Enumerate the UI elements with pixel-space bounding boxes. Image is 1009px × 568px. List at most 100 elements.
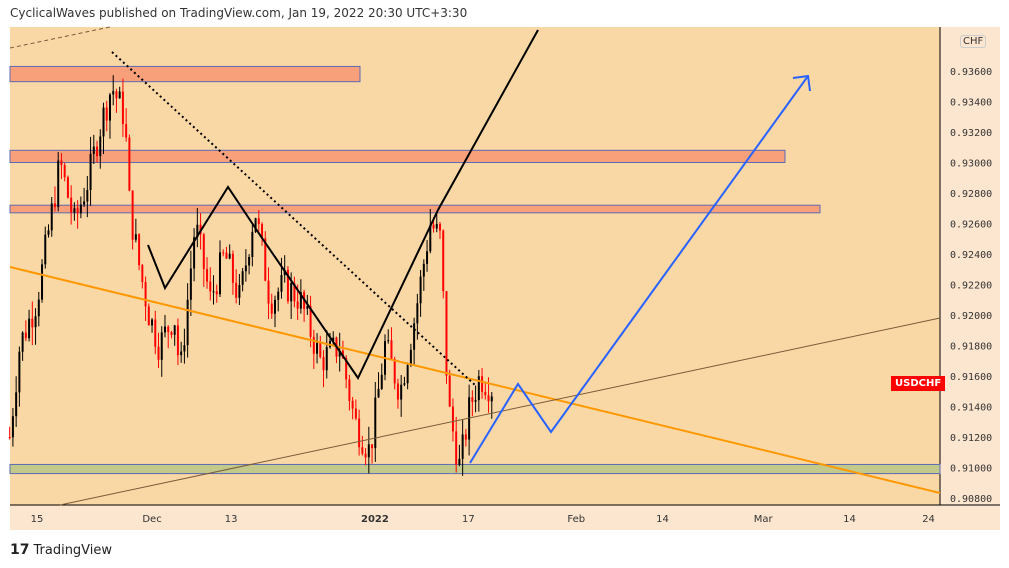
candle [481, 376, 484, 392]
candle [115, 91, 118, 99]
candle [89, 153, 92, 191]
candle [332, 337, 335, 341]
candle [209, 281, 212, 292]
candle [102, 107, 105, 137]
tradingview-logo[interactable]: 17 TradingView [10, 542, 112, 558]
candle [63, 165, 66, 178]
candle [193, 237, 196, 269]
x-tick-label: 24 [922, 514, 935, 525]
tradingview-logo-icon: 17 [10, 542, 30, 558]
candle [448, 375, 451, 407]
arrow-head-icon [792, 74, 811, 92]
candle [416, 303, 419, 324]
y-tick-label: 0.91400 [950, 403, 992, 414]
candle [442, 230, 445, 292]
wave-pattern-black [147, 29, 539, 380]
candle [70, 197, 73, 213]
candle [66, 177, 69, 198]
horizontal-zone [9, 149, 786, 164]
candle [31, 318, 34, 328]
candle [257, 218, 260, 225]
candle [151, 319, 154, 326]
candle [57, 160, 60, 208]
candle [438, 223, 441, 231]
candle [432, 224, 435, 229]
candle [390, 340, 393, 360]
candle [273, 299, 276, 314]
candle [325, 347, 328, 371]
candle [422, 263, 425, 277]
candle [419, 276, 422, 304]
y-tick-label: 0.93400 [950, 98, 992, 109]
candle [487, 395, 490, 402]
candle [218, 252, 221, 295]
y-tick-label: 0.91800 [950, 342, 992, 353]
candle [484, 391, 487, 396]
candle [455, 431, 458, 465]
horizontal-zone [9, 204, 821, 214]
orange-trendline [9, 266, 941, 494]
candle [377, 388, 380, 398]
candle [212, 291, 215, 293]
candle [21, 332, 24, 352]
x-tick-label: Feb [567, 514, 585, 525]
candle [99, 136, 102, 157]
candle [167, 326, 170, 333]
candle [131, 190, 134, 240]
candle [50, 203, 53, 231]
candle [8, 437, 11, 438]
candle [280, 275, 283, 292]
candle [338, 350, 341, 357]
candle [180, 351, 183, 356]
candle [471, 397, 474, 402]
candle [134, 234, 137, 240]
candle [429, 224, 432, 252]
candle [44, 234, 47, 265]
candle [206, 269, 209, 282]
candle [196, 224, 199, 238]
candle [144, 281, 147, 307]
candle [147, 306, 150, 326]
candle [176, 325, 179, 356]
candle [393, 359, 396, 384]
candle [371, 444, 374, 449]
candle [34, 316, 37, 328]
candle [105, 107, 108, 121]
candle [312, 336, 315, 354]
candle [345, 358, 348, 380]
candle [351, 400, 354, 409]
currency-button[interactable]: CHF [960, 35, 987, 48]
candle [231, 253, 234, 283]
time-axis [10, 505, 1000, 530]
x-tick-label: Mar [754, 514, 774, 525]
candle [244, 265, 247, 272]
candle [173, 325, 176, 335]
candle [474, 400, 477, 402]
horizontal-zone [9, 65, 361, 83]
candle [406, 365, 409, 384]
candle [228, 253, 231, 259]
x-tick-label: 17 [462, 514, 475, 525]
candle [202, 234, 205, 270]
candle [138, 234, 141, 266]
candle [367, 444, 370, 458]
candle [354, 408, 357, 419]
candle [37, 299, 40, 317]
candle [477, 376, 480, 401]
candle [11, 416, 14, 438]
candle [277, 291, 280, 300]
logo-text: TradingView [33, 542, 113, 558]
y-tick-label: 0.92600 [950, 220, 992, 231]
candle [306, 306, 309, 309]
price-axis [940, 27, 1000, 505]
candle [141, 265, 144, 282]
y-tick-label: 0.90800 [950, 494, 992, 505]
candle [458, 458, 461, 465]
candle [322, 357, 325, 371]
y-tick-label: 0.91000 [950, 464, 992, 475]
candle [96, 146, 99, 157]
y-tick-label: 0.93000 [950, 159, 992, 170]
candle [108, 94, 111, 121]
x-tick-label: Dec [142, 514, 161, 525]
